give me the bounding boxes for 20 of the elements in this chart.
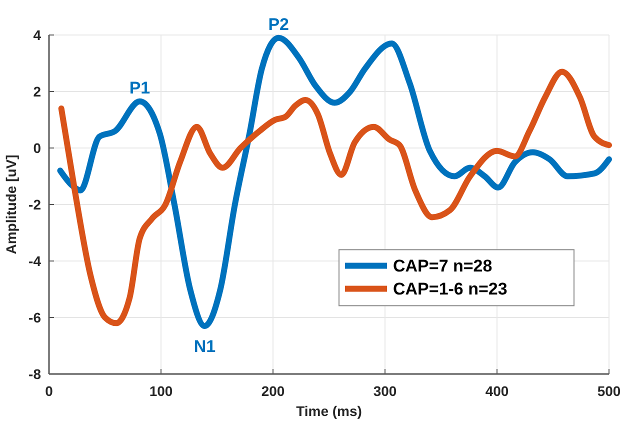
y-tick-label: -8	[28, 366, 42, 382]
x-tick-label: 500	[597, 383, 621, 399]
x-tick-label: 0	[45, 383, 54, 399]
annotation: P2	[268, 14, 289, 34]
annotation: N1	[194, 336, 216, 356]
y-tick-label: -4	[28, 253, 42, 269]
annotation: P1	[129, 78, 150, 98]
y-tick-label: 4	[33, 27, 42, 43]
x-axis-title: Time (ms)	[296, 403, 362, 419]
y-tick-label: -2	[28, 196, 42, 212]
y-tick-label: -6	[28, 310, 42, 326]
y-tick-label: 0	[33, 140, 42, 156]
x-tick-label: 100	[149, 383, 173, 399]
y-tick-label: 2	[33, 84, 42, 100]
y-axis-title: Amplitude [uV]	[3, 154, 19, 254]
x-tick-label: 300	[373, 383, 397, 399]
x-tick-label: 400	[485, 383, 509, 399]
legend-label: CAP=1-6 n=23	[393, 280, 508, 299]
legend-label: CAP=7 n=28	[393, 256, 492, 276]
x-tick-label: 200	[261, 383, 285, 399]
